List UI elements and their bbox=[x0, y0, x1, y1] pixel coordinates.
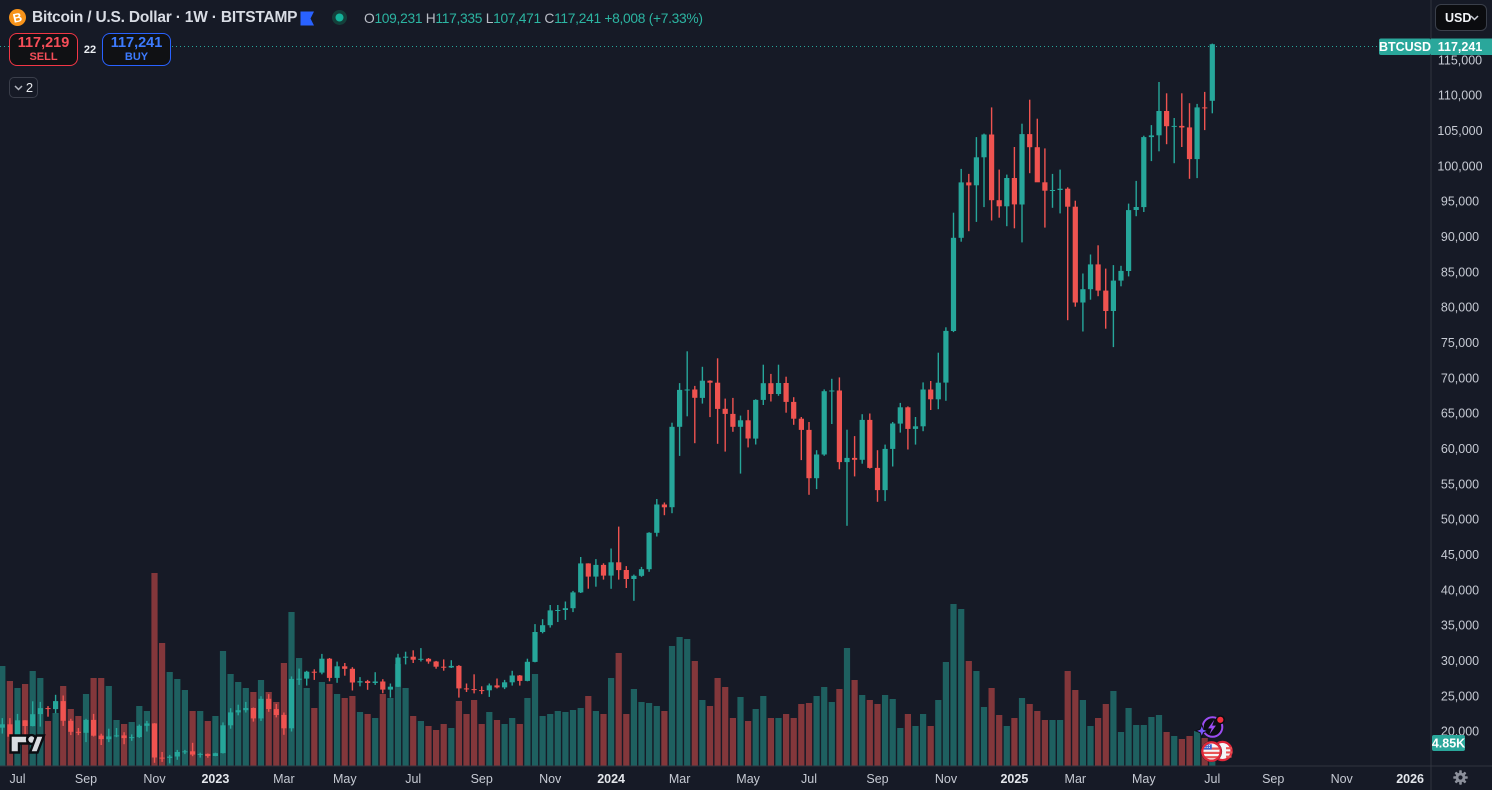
svg-text:Nov: Nov bbox=[1331, 772, 1354, 786]
svg-text:Mar: Mar bbox=[669, 772, 691, 786]
svg-text:BTCUSD: BTCUSD bbox=[1379, 40, 1431, 54]
svg-text:117,241: 117,241 bbox=[1438, 40, 1483, 54]
svg-text:Nov: Nov bbox=[539, 772, 562, 786]
svg-text:4.85K: 4.85K bbox=[1432, 737, 1465, 751]
svg-text:May: May bbox=[333, 772, 357, 786]
svg-text:50,000: 50,000 bbox=[1441, 513, 1479, 527]
svg-text:Jul: Jul bbox=[10, 772, 26, 786]
svg-text:Sep: Sep bbox=[75, 772, 97, 786]
svg-text:Jul: Jul bbox=[1204, 772, 1220, 786]
svg-text:Jul: Jul bbox=[801, 772, 817, 786]
svg-text:May: May bbox=[736, 772, 760, 786]
svg-text:65,000: 65,000 bbox=[1441, 407, 1479, 421]
svg-text:75,000: 75,000 bbox=[1441, 336, 1479, 350]
svg-text:95,000: 95,000 bbox=[1441, 195, 1479, 209]
svg-text:Mar: Mar bbox=[1065, 772, 1087, 786]
svg-text:105,000: 105,000 bbox=[1437, 124, 1482, 138]
svg-text:2025: 2025 bbox=[1000, 772, 1028, 786]
svg-text:45,000: 45,000 bbox=[1441, 548, 1479, 562]
svg-text:30,000: 30,000 bbox=[1441, 654, 1479, 668]
svg-text:Mar: Mar bbox=[273, 772, 295, 786]
svg-text:May: May bbox=[1132, 772, 1156, 786]
svg-text:90,000: 90,000 bbox=[1441, 230, 1479, 244]
svg-text:Jul: Jul bbox=[405, 772, 421, 786]
svg-text:35,000: 35,000 bbox=[1441, 619, 1479, 633]
svg-text:Sep: Sep bbox=[471, 772, 493, 786]
svg-text:60,000: 60,000 bbox=[1441, 442, 1479, 456]
svg-text:40,000: 40,000 bbox=[1441, 583, 1479, 597]
svg-text:Sep: Sep bbox=[1262, 772, 1284, 786]
svg-text:2026: 2026 bbox=[1396, 772, 1424, 786]
svg-text:115,000: 115,000 bbox=[1438, 53, 1482, 67]
svg-text:100,000: 100,000 bbox=[1437, 159, 1482, 173]
svg-text:Nov: Nov bbox=[143, 772, 166, 786]
svg-text:25,000: 25,000 bbox=[1441, 689, 1479, 703]
svg-text:2023: 2023 bbox=[201, 772, 229, 786]
svg-text:110,000: 110,000 bbox=[1438, 89, 1482, 103]
svg-text:70,000: 70,000 bbox=[1441, 371, 1479, 385]
svg-text:80,000: 80,000 bbox=[1441, 301, 1479, 315]
svg-text:Sep: Sep bbox=[866, 772, 888, 786]
svg-text:2024: 2024 bbox=[597, 772, 625, 786]
svg-text:85,000: 85,000 bbox=[1441, 265, 1479, 279]
svg-text:Nov: Nov bbox=[935, 772, 958, 786]
svg-text:55,000: 55,000 bbox=[1441, 477, 1479, 491]
